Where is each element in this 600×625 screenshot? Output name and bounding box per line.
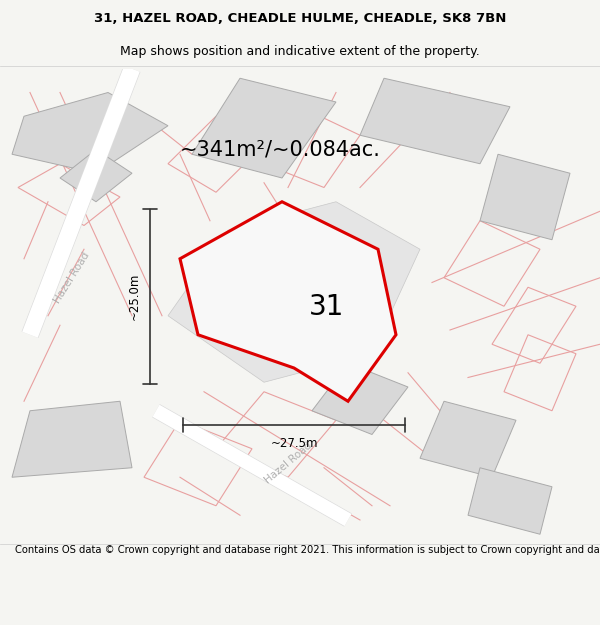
Text: ~341m²/~0.084ac.: ~341m²/~0.084ac. [180,139,381,159]
Text: Hazel Road: Hazel Road [262,441,314,486]
Text: ~27.5m: ~27.5m [270,437,318,450]
Text: Hazel Road: Hazel Road [52,251,92,305]
Polygon shape [180,202,396,401]
Polygon shape [12,401,132,478]
Polygon shape [192,78,336,178]
Text: 31: 31 [309,293,344,321]
Polygon shape [60,149,132,202]
Polygon shape [480,154,570,240]
Text: 31, HAZEL ROAD, CHEADLE HULME, CHEADLE, SK8 7BN: 31, HAZEL ROAD, CHEADLE HULME, CHEADLE, … [94,12,506,25]
Polygon shape [420,401,516,478]
Text: Map shows position and indicative extent of the property.: Map shows position and indicative extent… [120,45,480,58]
Polygon shape [360,78,510,164]
Polygon shape [312,363,408,434]
Polygon shape [12,92,168,173]
Polygon shape [468,468,552,534]
Polygon shape [168,202,420,382]
Text: Contains OS data © Crown copyright and database right 2021. This information is : Contains OS data © Crown copyright and d… [15,545,600,555]
Text: ~25.0m: ~25.0m [128,273,141,321]
